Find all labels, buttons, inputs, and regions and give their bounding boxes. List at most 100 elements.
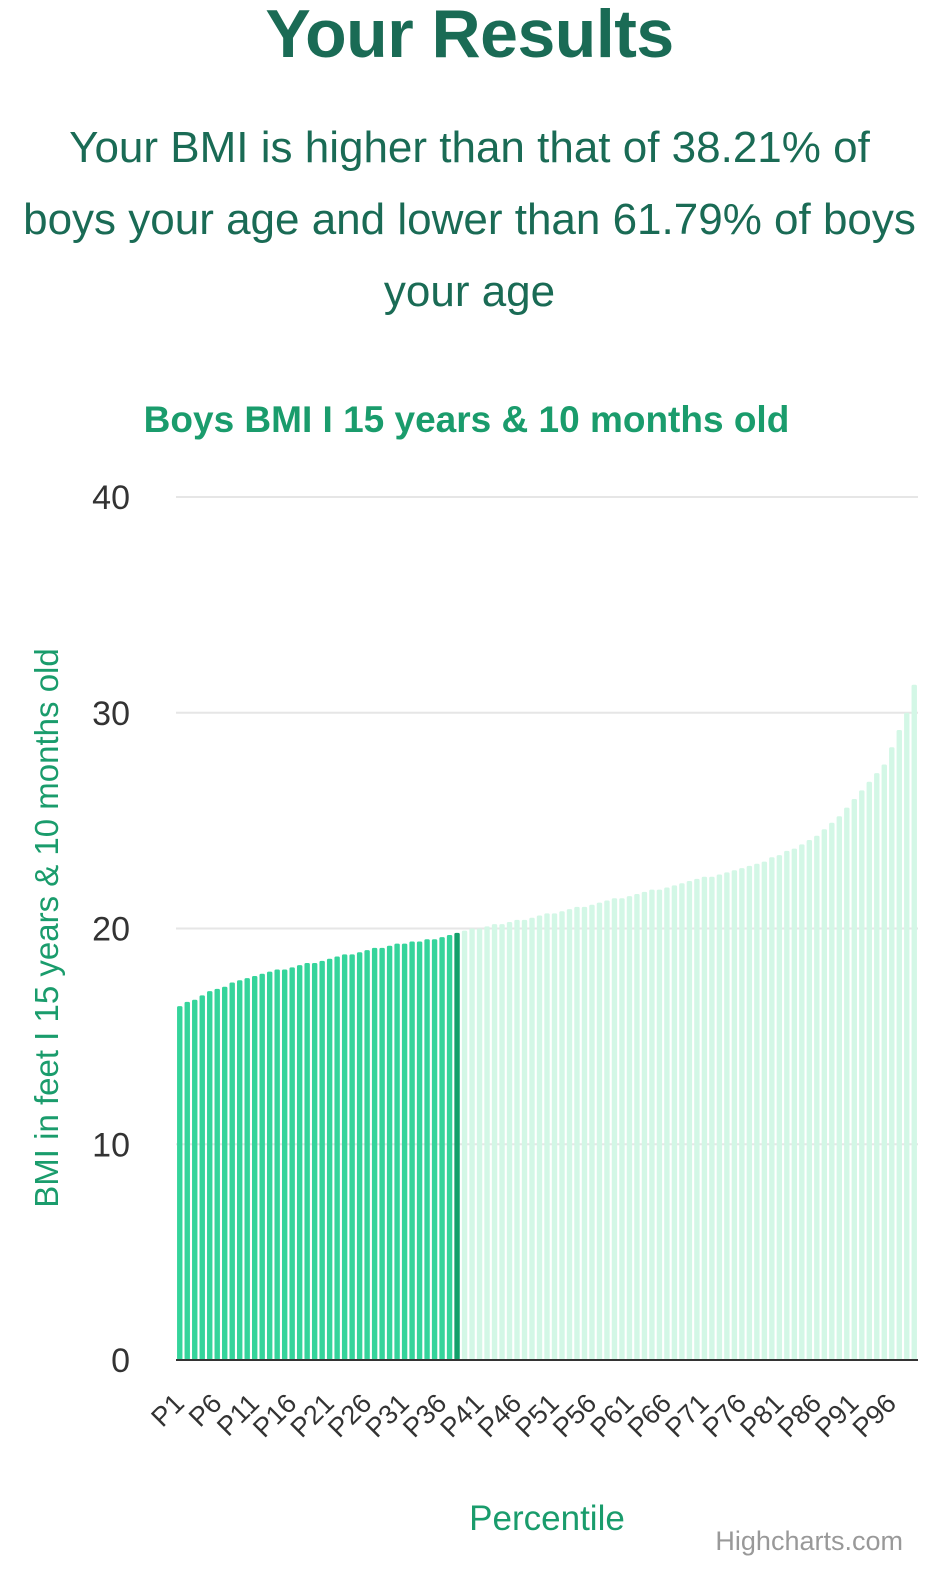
bar-p93[interactable] <box>866 781 872 1360</box>
bar-p16[interactable] <box>289 967 295 1360</box>
bar-p34[interactable] <box>424 939 430 1360</box>
bar-p77[interactable] <box>746 865 753 1360</box>
bar-p21[interactable] <box>326 958 333 1360</box>
bar-p83[interactable] <box>791 848 798 1360</box>
bar-p54[interactable] <box>574 906 580 1360</box>
bar-p38[interactable] <box>454 932 460 1360</box>
bar-p95[interactable] <box>881 764 887 1360</box>
bar-p75[interactable] <box>731 870 738 1360</box>
bar-p40[interactable] <box>469 928 475 1361</box>
bar-p6[interactable] <box>214 988 220 1360</box>
bar-p44[interactable] <box>499 924 505 1360</box>
bar-p32[interactable] <box>409 941 415 1360</box>
bar-p66[interactable] <box>664 887 670 1360</box>
highcharts-credit[interactable]: Highcharts.com <box>715 1526 903 1556</box>
bar-p43[interactable] <box>491 924 498 1360</box>
bar-p87[interactable] <box>821 829 828 1360</box>
bar-p5[interactable] <box>207 991 213 1360</box>
bar-p33[interactable] <box>416 941 423 1360</box>
bar-p15[interactable] <box>281 969 288 1360</box>
bar-p50[interactable] <box>544 913 550 1360</box>
bar-p28[interactable] <box>379 947 385 1360</box>
bar-p73[interactable] <box>716 874 723 1360</box>
bar-p19[interactable] <box>311 963 318 1360</box>
bar-p36[interactable] <box>439 937 445 1360</box>
bar-p65[interactable] <box>656 889 663 1360</box>
bar-p90[interactable] <box>844 807 850 1360</box>
bar-p30[interactable] <box>394 943 400 1360</box>
bar-p84[interactable] <box>799 844 805 1360</box>
bar-p89[interactable] <box>836 816 842 1360</box>
bar-p13[interactable] <box>266 971 273 1360</box>
bar-p91[interactable] <box>851 799 857 1360</box>
bar-p45[interactable] <box>506 922 513 1360</box>
bar-p81[interactable] <box>776 855 783 1360</box>
bar-p78[interactable] <box>754 863 760 1360</box>
bar-p24[interactable] <box>349 954 355 1360</box>
bar-p17[interactable] <box>296 965 303 1360</box>
bar-p63[interactable] <box>641 891 648 1360</box>
bar-p52[interactable] <box>559 911 565 1360</box>
bar-p7[interactable] <box>222 986 228 1360</box>
bar-p70[interactable] <box>694 878 700 1360</box>
bar-p11[interactable] <box>252 975 258 1360</box>
bar-p61[interactable] <box>626 896 633 1360</box>
bar-p18[interactable] <box>304 963 310 1360</box>
bar-p96[interactable] <box>889 747 895 1360</box>
bar-p69[interactable] <box>686 881 693 1360</box>
bar-p62[interactable] <box>634 893 640 1360</box>
bar-p57[interactable] <box>596 902 603 1360</box>
bar-p1[interactable] <box>177 1006 183 1360</box>
bar-p2[interactable] <box>184 1001 190 1360</box>
bar-p72[interactable] <box>709 876 715 1360</box>
bar-p23[interactable] <box>341 954 348 1360</box>
bar-p92[interactable] <box>859 790 865 1360</box>
bar-p37[interactable] <box>446 934 453 1360</box>
bar-p4[interactable] <box>199 995 205 1360</box>
bar-p31[interactable] <box>401 943 408 1360</box>
bar-p99[interactable] <box>911 684 917 1360</box>
bar-p53[interactable] <box>566 909 573 1360</box>
bar-p9[interactable] <box>237 980 243 1360</box>
bar-p88[interactable] <box>829 822 835 1360</box>
bar-p25[interactable] <box>356 952 363 1360</box>
bar-p46[interactable] <box>514 919 520 1360</box>
bar-p29[interactable] <box>386 945 393 1360</box>
bar-p47[interactable] <box>521 919 528 1360</box>
bar-p59[interactable] <box>611 898 618 1360</box>
bar-p42[interactable] <box>484 926 490 1360</box>
bar-p60[interactable] <box>619 898 625 1360</box>
bar-p49[interactable] <box>536 915 543 1360</box>
bar-p64[interactable] <box>649 889 655 1360</box>
bar-p68[interactable] <box>679 883 685 1360</box>
bar-p74[interactable] <box>724 872 730 1360</box>
bar-p85[interactable] <box>806 840 813 1360</box>
bar-p8[interactable] <box>229 982 235 1360</box>
bar-p71[interactable] <box>701 876 708 1360</box>
bar-p51[interactable] <box>551 913 558 1360</box>
bar-p56[interactable] <box>589 904 595 1360</box>
bar-p48[interactable] <box>529 917 535 1360</box>
bar-p67[interactable] <box>671 885 678 1360</box>
bar-p39[interactable] <box>461 930 468 1360</box>
bar-p98[interactable] <box>904 712 910 1360</box>
bar-p3[interactable] <box>192 999 198 1360</box>
bar-p41[interactable] <box>476 928 483 1361</box>
bar-p58[interactable] <box>604 900 610 1360</box>
bar-p10[interactable] <box>244 978 250 1360</box>
bar-p12[interactable] <box>259 973 265 1360</box>
bar-p35[interactable] <box>431 939 438 1360</box>
bar-p20[interactable] <box>319 960 325 1360</box>
bar-p55[interactable] <box>581 906 588 1360</box>
bar-p80[interactable] <box>769 857 775 1360</box>
bar-p94[interactable] <box>874 773 880 1360</box>
bar-p97[interactable] <box>896 730 902 1360</box>
bar-p76[interactable] <box>739 868 745 1360</box>
bar-p14[interactable] <box>274 969 280 1360</box>
bar-p27[interactable] <box>371 947 378 1360</box>
bar-p26[interactable] <box>364 950 370 1360</box>
bar-p82[interactable] <box>784 850 790 1360</box>
bar-p22[interactable] <box>334 956 340 1360</box>
bar-p86[interactable] <box>814 835 820 1360</box>
bar-p79[interactable] <box>761 861 768 1360</box>
